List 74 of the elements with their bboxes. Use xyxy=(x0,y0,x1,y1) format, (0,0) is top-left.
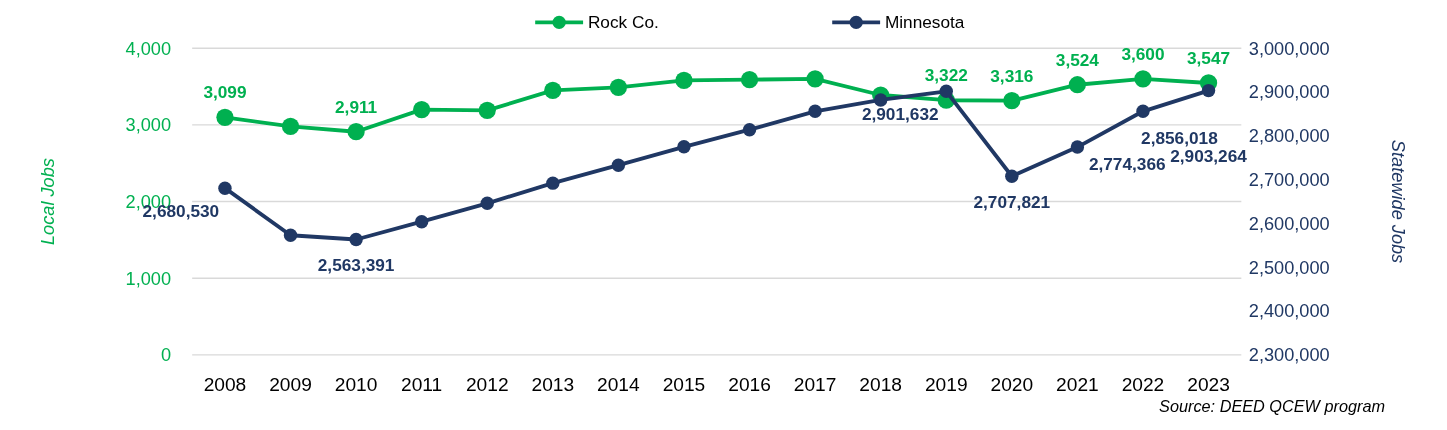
y2-tick-label: 2,300,000 xyxy=(1248,345,1330,366)
y2-tick-label: 2,800,000 xyxy=(1248,126,1330,147)
data-label: 2,856,018 xyxy=(1141,127,1219,148)
point xyxy=(478,101,496,119)
point xyxy=(1003,92,1021,110)
point xyxy=(347,123,365,141)
point xyxy=(1068,76,1087,94)
x-tick-label: 2022 xyxy=(1121,374,1165,396)
y-tick-label: 4,000 xyxy=(125,38,172,59)
x-tick-label: 2013 xyxy=(531,374,575,396)
x-tick-label: 2020 xyxy=(990,374,1034,396)
y2-axis-title: Statewide Jobs xyxy=(1387,139,1408,264)
data-label: 2,563,391 xyxy=(317,255,395,276)
x-tick-label: 2011 xyxy=(401,374,443,396)
y-tick-label: 3,000 xyxy=(125,115,172,136)
point xyxy=(1070,140,1085,154)
data-label: 3,547 xyxy=(1186,47,1231,68)
point xyxy=(546,176,560,190)
point xyxy=(1005,169,1019,183)
point xyxy=(281,117,300,136)
data-label: 3,600 xyxy=(1121,43,1165,64)
point xyxy=(677,140,691,154)
data-label: 3,316 xyxy=(990,65,1034,86)
data-label: 3,322 xyxy=(924,65,968,86)
point xyxy=(480,196,494,210)
legend-label: Rock Co. xyxy=(587,12,659,33)
x-tick-label: 2012 xyxy=(465,374,509,396)
point xyxy=(216,108,234,126)
point xyxy=(1136,104,1150,119)
x-tick-label: 2019 xyxy=(924,374,968,396)
data-label: 2,901,632 xyxy=(861,104,939,125)
point xyxy=(544,81,562,100)
point xyxy=(742,123,757,137)
y-tick-label: 1,000 xyxy=(125,268,172,289)
point xyxy=(283,228,298,242)
y2-tick-label: 2,600,000 xyxy=(1248,213,1330,234)
x-tick-label: 2008 xyxy=(203,374,247,396)
point xyxy=(808,104,822,119)
point xyxy=(349,232,363,247)
data-label: 3,099 xyxy=(203,82,247,103)
x-tick-label: 2016 xyxy=(728,374,771,396)
point xyxy=(675,71,693,90)
x-tick-label: 2021 xyxy=(1056,374,1099,396)
y-axis-title: Local Jobs xyxy=(38,158,59,246)
point xyxy=(1201,83,1216,98)
point xyxy=(218,181,232,195)
point xyxy=(609,78,628,96)
data-label: 2,774,366 xyxy=(1088,154,1166,175)
point xyxy=(1134,70,1152,88)
x-tick-label: 2023 xyxy=(1187,374,1230,396)
x-tick-label: 2015 xyxy=(662,374,706,396)
x-tick-label: 2014 xyxy=(597,374,641,396)
point xyxy=(806,70,824,88)
x-tick-label: 2018 xyxy=(859,374,902,396)
legend-label: Minnesota xyxy=(884,12,965,33)
x-tick-label: 2009 xyxy=(269,374,312,396)
y2-tick-label: 3,000,000 xyxy=(1248,38,1330,59)
y2-tick-label: 2,500,000 xyxy=(1248,257,1330,278)
y2-tick-label: 2,700,000 xyxy=(1248,170,1330,191)
point xyxy=(413,100,431,119)
point xyxy=(939,84,953,99)
point xyxy=(414,214,429,229)
source-note: Source: DEED QCEW program xyxy=(1159,397,1386,416)
data-label: 2,911 xyxy=(335,96,378,117)
point xyxy=(611,158,626,172)
data-label: 3,524 xyxy=(1055,49,1100,70)
x-tick-label: 2010 xyxy=(334,374,378,396)
y2-tick-label: 2,900,000 xyxy=(1248,82,1330,103)
point xyxy=(740,71,759,89)
data-label: 2,707,821 xyxy=(973,191,1051,212)
x-tick-label: 2017 xyxy=(793,374,837,396)
y-tick-label: 0 xyxy=(160,345,172,366)
y2-tick-label: 2,400,000 xyxy=(1248,301,1330,322)
point xyxy=(873,93,888,107)
